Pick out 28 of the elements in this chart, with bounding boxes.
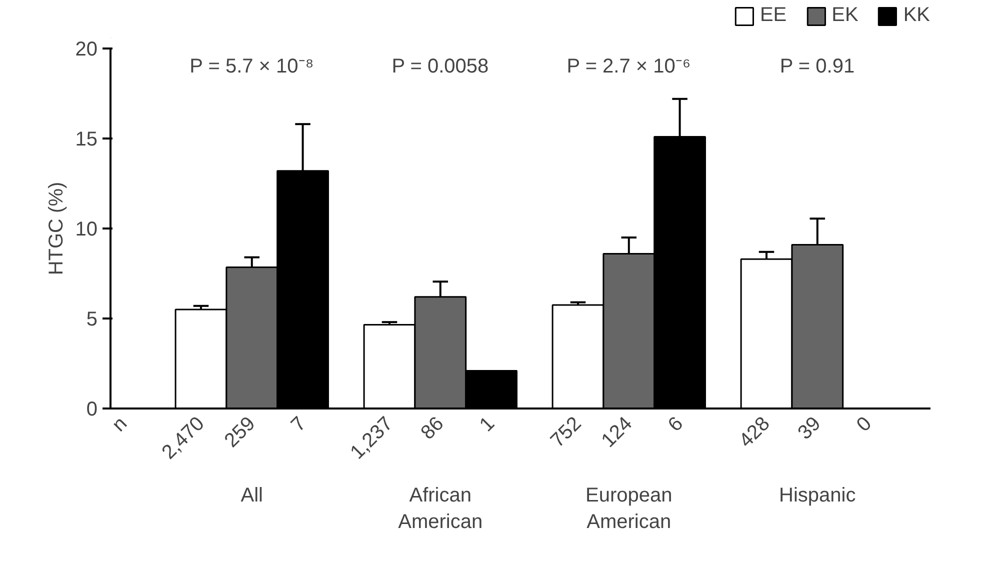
y-tick-label: 10 — [75, 218, 98, 240]
y-tick-label: 5 — [86, 308, 98, 330]
legend-label: EK — [832, 4, 858, 27]
annotation: P = 5.7 × 10⁻⁸ — [190, 55, 314, 78]
x-tick-label: African American — [398, 484, 483, 533]
text: 124 — [598, 412, 637, 452]
text: 428 — [735, 412, 774, 452]
text: 6 — [664, 412, 688, 436]
y-tick-label: 15 — [75, 128, 98, 150]
annotation: P = 0.0058 — [392, 55, 489, 78]
x-tick-label: European American — [586, 484, 672, 533]
y-tick-label: 0 — [86, 398, 98, 420]
text: 86 — [416, 412, 448, 444]
legend-label: KK — [903, 4, 930, 27]
y-axis-title: HTGC (%) — [45, 182, 68, 276]
text: n — [108, 412, 132, 436]
text: 39 — [794, 412, 826, 444]
legend-label: EE — [760, 4, 787, 27]
x-tick-label: Hispanic — [779, 484, 856, 506]
text: 752 — [546, 412, 586, 452]
y-tick-label: 20 — [75, 38, 98, 60]
text: 259 — [220, 412, 260, 452]
x-tick-label: All — [240, 484, 263, 506]
annotation: P = 2.7 × 10⁻⁶ — [566, 55, 691, 78]
annotation: P = 0.91 — [780, 55, 855, 78]
text: 7 — [287, 412, 311, 436]
text: 0 — [852, 412, 876, 436]
text: 1 — [476, 412, 500, 436]
